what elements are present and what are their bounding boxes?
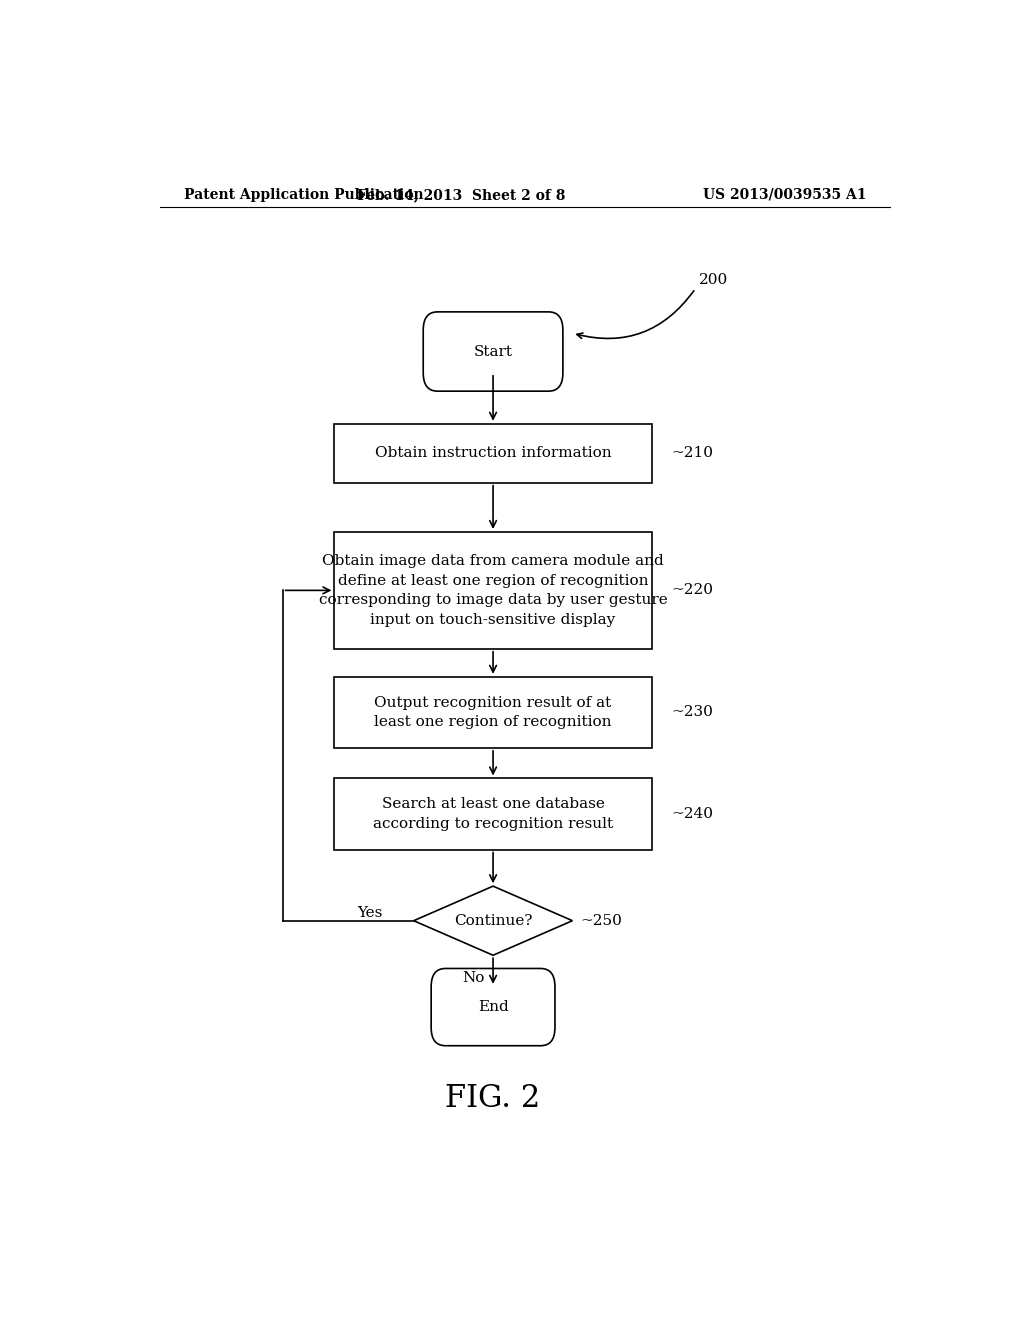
Text: Yes: Yes <box>357 906 383 920</box>
FancyBboxPatch shape <box>423 312 563 391</box>
Text: Output recognition result of at
least one region of recognition: Output recognition result of at least on… <box>375 696 611 729</box>
Text: No: No <box>462 970 484 985</box>
Text: End: End <box>477 1001 509 1014</box>
Polygon shape <box>414 886 572 956</box>
Text: Obtain instruction information: Obtain instruction information <box>375 446 611 461</box>
FancyBboxPatch shape <box>334 779 652 850</box>
FancyBboxPatch shape <box>334 532 652 649</box>
Text: US 2013/0039535 A1: US 2013/0039535 A1 <box>702 187 866 202</box>
FancyBboxPatch shape <box>431 969 555 1045</box>
Text: ~250: ~250 <box>581 913 623 928</box>
Text: Search at least one database
according to recognition result: Search at least one database according t… <box>373 797 613 830</box>
Text: Patent Application Publication: Patent Application Publication <box>183 187 423 202</box>
Text: Start: Start <box>473 345 513 359</box>
FancyBboxPatch shape <box>334 424 652 483</box>
Text: ~210: ~210 <box>672 446 714 461</box>
Text: ~230: ~230 <box>672 705 714 719</box>
Text: 200: 200 <box>699 273 729 288</box>
Text: FIG. 2: FIG. 2 <box>445 1084 541 1114</box>
Text: Continue?: Continue? <box>454 913 532 928</box>
Text: ~220: ~220 <box>672 583 714 598</box>
Text: Obtain image data from camera module and
define at least one region of recogniti: Obtain image data from camera module and… <box>318 554 668 627</box>
Text: ~240: ~240 <box>672 807 714 821</box>
FancyBboxPatch shape <box>334 677 652 748</box>
Text: Feb. 14, 2013  Sheet 2 of 8: Feb. 14, 2013 Sheet 2 of 8 <box>357 187 565 202</box>
